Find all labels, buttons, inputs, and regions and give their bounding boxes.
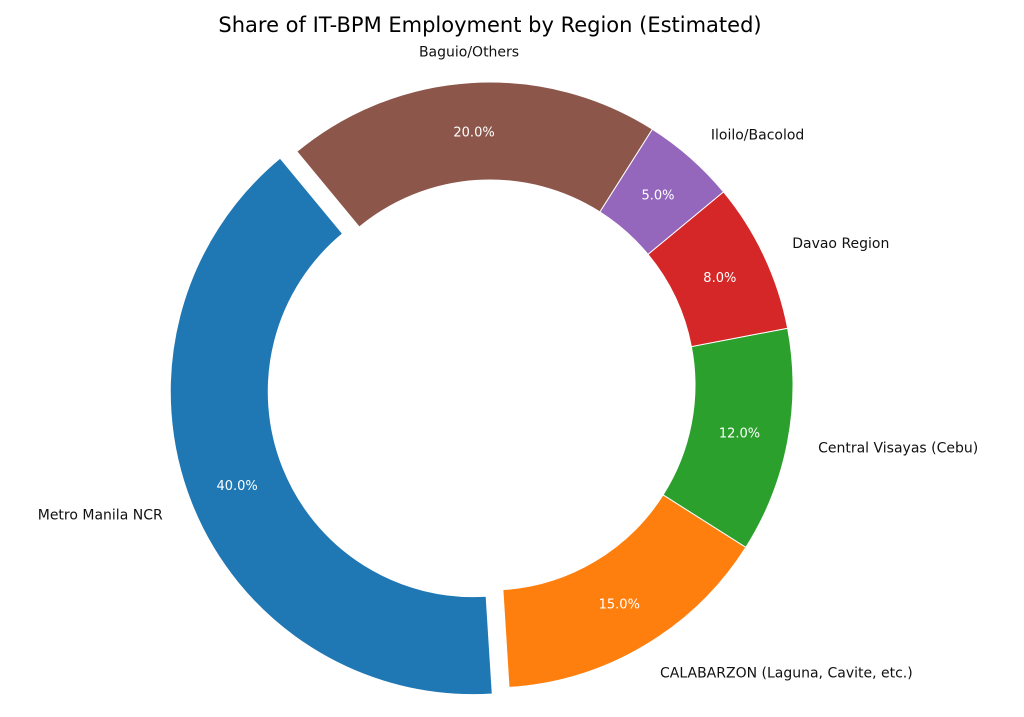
- chart-title: Share of IT-BPM Employment by Region (Es…: [218, 13, 761, 37]
- category-label-davao-region: Davao Region: [792, 236, 889, 252]
- percent-label-iloilo-bacolod: 5.0%: [641, 188, 674, 203]
- percent-label-davao-region: 8.0%: [703, 271, 736, 286]
- slice-metro-manila-ncr: [169, 157, 493, 696]
- category-label-metro-manila-ncr: Metro Manila NCR: [38, 508, 163, 524]
- category-label-calabarzon-laguna-cavite-etc: CALABARZON (Laguna, Cavite, etc.): [660, 665, 913, 681]
- slices-group: [169, 81, 794, 696]
- category-label-central-visayas-cebu: Central Visayas (Cebu): [818, 441, 978, 457]
- percent-label-metro-manila-ncr: 40.0%: [216, 479, 257, 494]
- labels-group: 40.0% Metro Manila NCR 15.0% CALABARZON (La…: [38, 45, 978, 682]
- category-label-baguio-others: Baguio/Others: [419, 45, 519, 61]
- percent-label-central-visayas-cebu: 12.0%: [719, 427, 760, 442]
- slice-baguio-others: [296, 81, 654, 228]
- category-label-iloilo-bacolod: Iloilo/Bacolod: [711, 127, 804, 143]
- percent-label-calabarzon-laguna-cavite-etc: 15.0%: [599, 598, 640, 613]
- percent-label-baguio-others: 20.0%: [453, 126, 494, 141]
